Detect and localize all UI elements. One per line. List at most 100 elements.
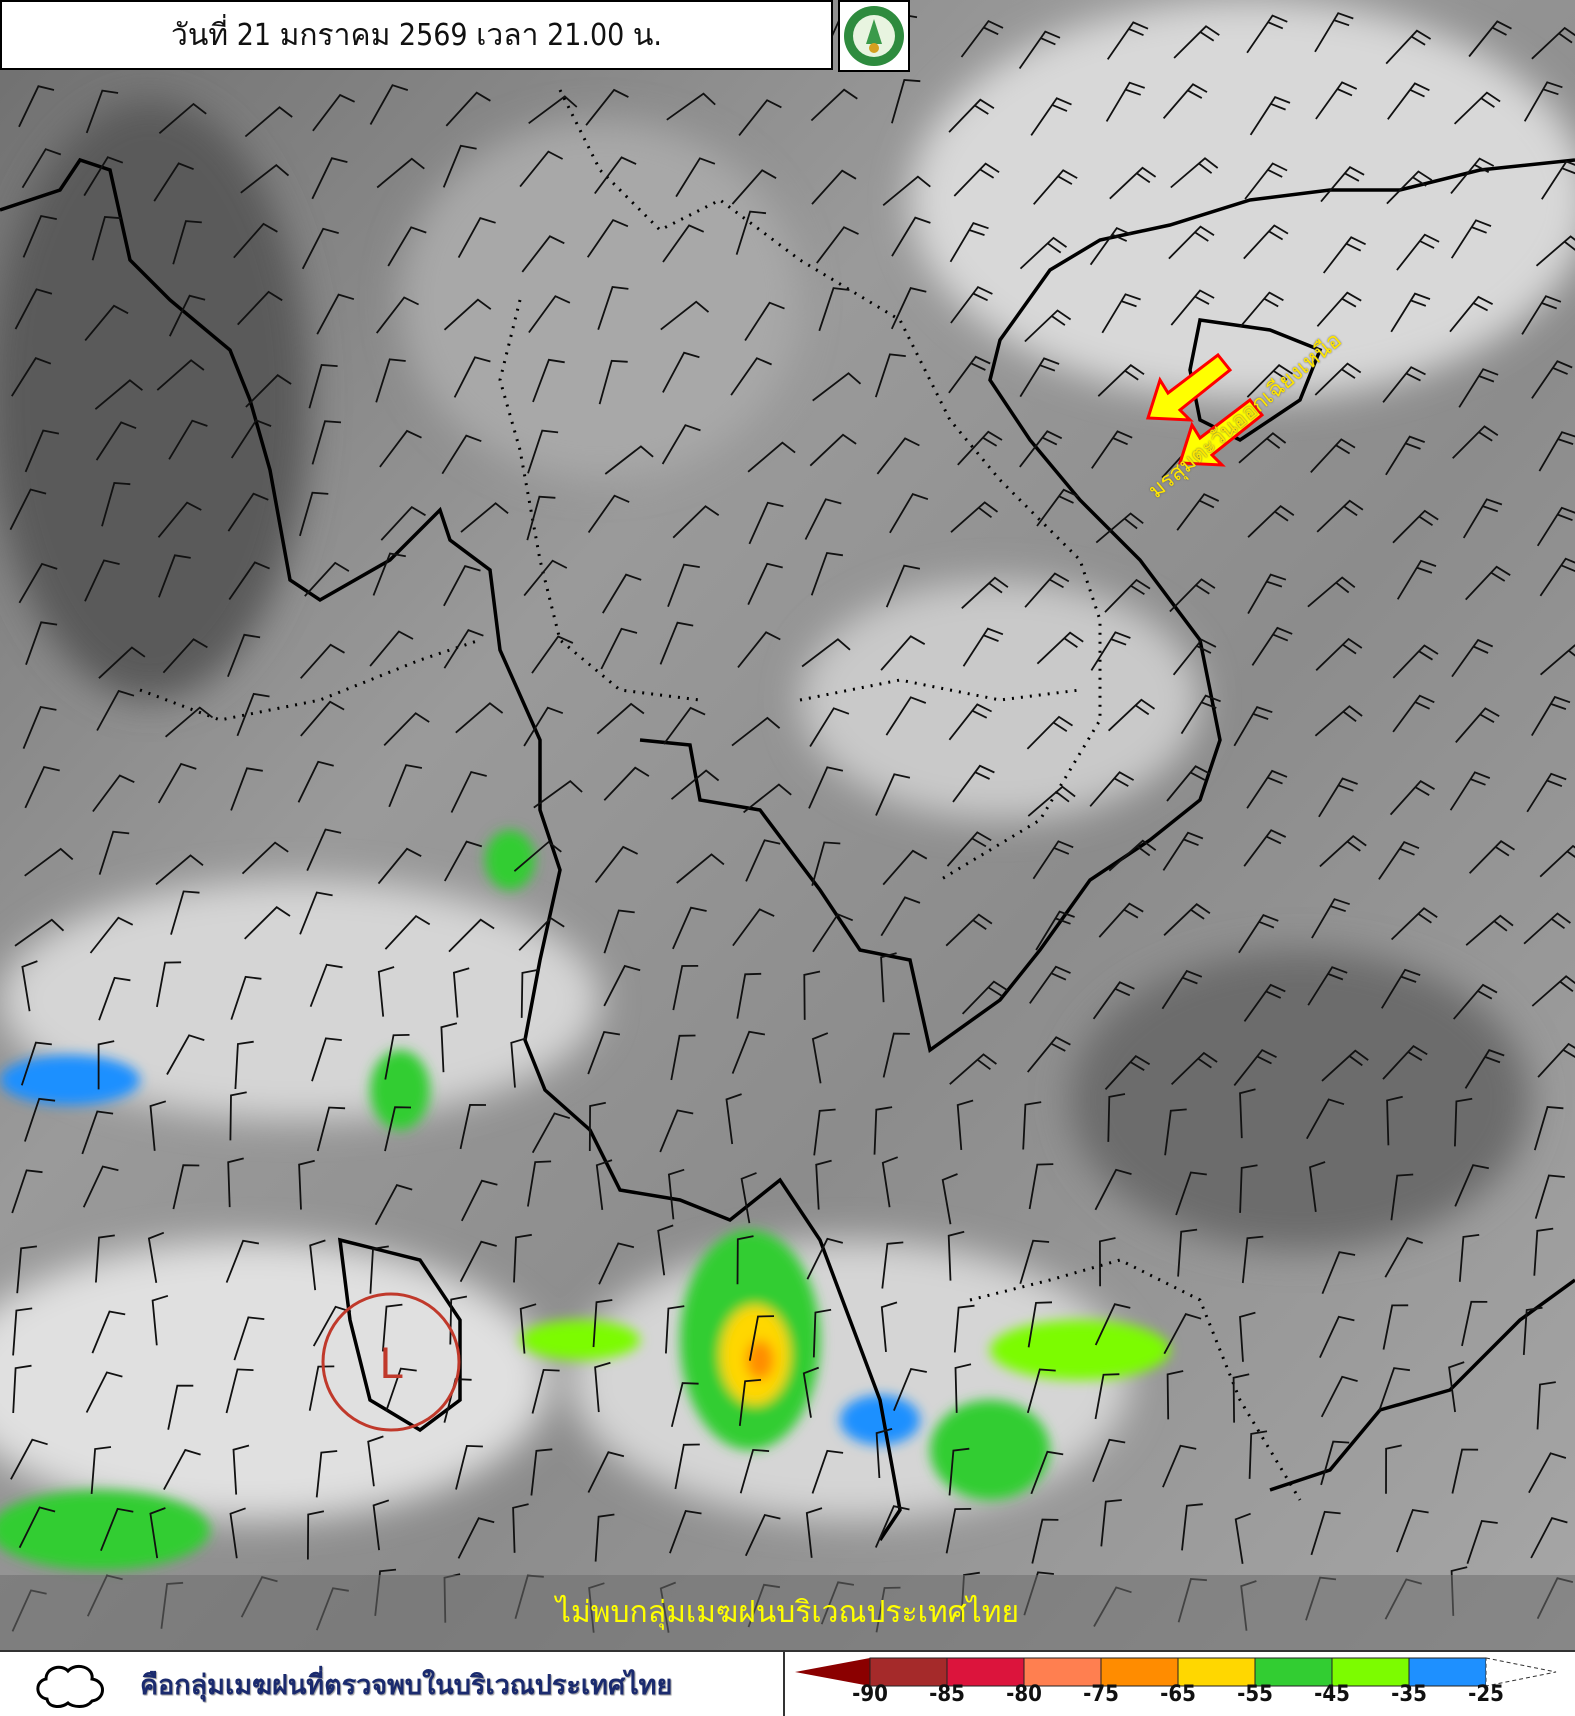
wind-barb: [11, 1169, 43, 1214]
wind-barb: [816, 226, 859, 264]
wind-barb: [1378, 1367, 1411, 1411]
wind-barb: [1176, 493, 1220, 531]
wind-barb: [308, 364, 338, 409]
wind-barb: [459, 1103, 487, 1150]
wind-barb: [811, 1449, 844, 1494]
wind-barb: [84, 559, 120, 602]
wind-barb: [519, 1303, 537, 1354]
wind-barb: [1451, 1448, 1479, 1494]
cloud-outline-icon: [36, 1664, 104, 1708]
wind-barb: [941, 1173, 958, 1225]
wind-barb: [375, 358, 406, 403]
wind-barb: [21, 148, 62, 189]
wind-barb: [1022, 1101, 1042, 1150]
wind-barb: [1390, 907, 1438, 941]
wind-barb: [737, 631, 781, 668]
legend-cloud-key: คือกลุ่มเมฆฝนที่ตรวจพบในบริเวณประเทศไทย: [0, 1650, 783, 1716]
wind-barb: [1168, 225, 1215, 260]
wind-barb: [1241, 1235, 1264, 1284]
wind-barb: [1316, 499, 1364, 533]
wind-barb: [810, 88, 858, 122]
wind-barb: [603, 964, 641, 1007]
wind-barb: [1036, 631, 1084, 665]
wind-barb: [672, 505, 720, 539]
wind-barb: [227, 1157, 244, 1208]
wind-barb: [1170, 289, 1215, 326]
wind-barb: [952, 764, 995, 803]
colorbar-tick-label: -75: [1083, 1682, 1119, 1707]
wind-barb: [299, 891, 333, 935]
wind-barb: [738, 1379, 762, 1427]
wind-barb: [1024, 572, 1070, 608]
wind-barb: [1454, 1164, 1489, 1207]
wind-barb: [594, 156, 637, 195]
wind-barb: [1024, 309, 1072, 343]
wind-barb: [1541, 160, 1575, 200]
wind-barb: [443, 629, 484, 669]
wind-barb: [950, 501, 999, 533]
wind-barb: [1107, 1093, 1126, 1142]
wind-barb: [1322, 236, 1366, 274]
wind-barb: [1162, 1444, 1197, 1488]
wind-barb: [1468, 20, 1512, 58]
page-title: วันที่ 21 มกราคม 2569 เวลา 21.00 น.: [171, 17, 662, 53]
wind-barb: [740, 1172, 757, 1224]
wind-barb: [739, 1448, 770, 1494]
wind-barb: [308, 1365, 335, 1411]
wind-barb: [1246, 769, 1288, 809]
wind-barb: [227, 633, 261, 678]
wind-barb: [1465, 914, 1514, 946]
wind-barb: [240, 164, 290, 194]
wind-barb: [379, 429, 422, 468]
wind-barb: [1030, 97, 1072, 136]
colorbar-arrow-low: [795, 1658, 870, 1686]
wind-barb: [377, 847, 422, 885]
wind-barb: [1382, 366, 1426, 403]
wind-barb: [812, 372, 862, 402]
wind-barb: [1526, 772, 1567, 813]
wind-barb: [890, 287, 927, 330]
wind-barb: [1390, 292, 1431, 333]
wind-barb: [9, 488, 47, 531]
wind-barb: [157, 762, 197, 804]
wind-barb: [443, 565, 481, 607]
wind-barb: [731, 1030, 766, 1074]
wind-barb: [1309, 1161, 1326, 1213]
wind-barb: [1243, 829, 1287, 867]
wind-barb: [1029, 965, 1071, 1004]
wind-barb: [1028, 1163, 1054, 1210]
wind-barb: [1090, 631, 1131, 671]
wind-barb: [948, 703, 993, 741]
wind-barb: [1384, 1237, 1423, 1278]
wind-barb: [1031, 1518, 1059, 1564]
wind-barb: [147, 1231, 165, 1283]
wind-barb: [528, 295, 571, 334]
wind-barb: [374, 1184, 413, 1226]
wind-barb: [1462, 498, 1503, 539]
wind-barb: [1233, 1048, 1277, 1086]
wind-barb: [1321, 1251, 1356, 1295]
wind-barb: [383, 712, 430, 747]
wind-barb: [880, 896, 921, 937]
wind-barb: [230, 975, 262, 1020]
wind-barb: [1108, 839, 1157, 872]
wind-barb: [167, 1384, 194, 1430]
wind-barb: [24, 1097, 56, 1142]
wind-barb: [1382, 1044, 1428, 1080]
wind-barb: [455, 702, 504, 734]
wind-barb: [1239, 1088, 1256, 1139]
wind-barb: [168, 419, 208, 460]
wind-barb: [452, 967, 470, 1018]
wind-barb: [443, 298, 492, 331]
wind-barb: [882, 175, 931, 206]
wind-barb: [891, 79, 921, 124]
wind-barb: [1248, 1430, 1268, 1479]
wind-barb: [312, 93, 355, 132]
wind-barb: [595, 1159, 613, 1211]
wind-barb: [1385, 29, 1432, 65]
wind-barb: [1314, 705, 1363, 737]
wind-barb: [1531, 360, 1573, 399]
wind-barb: [523, 559, 568, 597]
wind-barb: [663, 706, 706, 745]
wind-barb: [1239, 291, 1284, 328]
